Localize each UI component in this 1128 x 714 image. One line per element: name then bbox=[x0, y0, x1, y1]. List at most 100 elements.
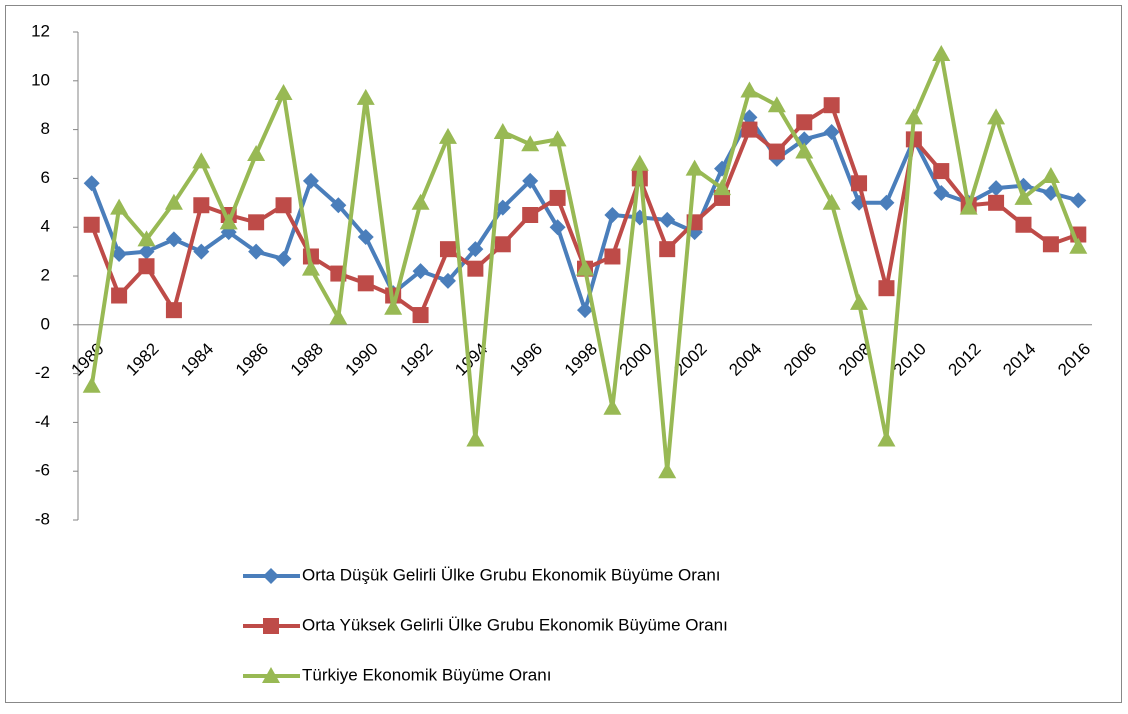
data-point bbox=[1070, 192, 1087, 209]
data-point bbox=[412, 263, 429, 280]
data-point bbox=[1015, 216, 1032, 233]
data-point bbox=[521, 135, 540, 152]
data-point bbox=[933, 163, 950, 180]
data-point bbox=[933, 185, 950, 202]
data-point bbox=[110, 198, 129, 215]
data-point bbox=[137, 230, 156, 247]
data-point bbox=[878, 280, 895, 297]
data-point bbox=[356, 88, 375, 105]
data-point bbox=[604, 248, 621, 265]
data-point bbox=[877, 430, 896, 447]
data-point bbox=[741, 109, 758, 126]
y-tick-label: -6 bbox=[35, 461, 50, 480]
data-point bbox=[823, 124, 840, 141]
data-point bbox=[988, 180, 1005, 197]
data-point bbox=[219, 213, 238, 230]
data-point bbox=[1014, 188, 1033, 205]
data-point bbox=[357, 228, 374, 245]
data-point bbox=[850, 293, 869, 310]
data-point bbox=[439, 241, 456, 258]
data-point bbox=[274, 84, 293, 100]
data-point bbox=[111, 246, 128, 263]
legend-label: Orta Yüksek Gelirli Ülke Grubu Ekonomik … bbox=[302, 615, 728, 634]
data-point bbox=[111, 287, 128, 304]
data-point bbox=[82, 376, 101, 393]
y-tick-label: 10 bbox=[31, 70, 50, 89]
data-point bbox=[412, 307, 429, 324]
data-point bbox=[604, 207, 621, 223]
data-point bbox=[330, 197, 347, 214]
data-point bbox=[548, 130, 567, 147]
legend-marker bbox=[262, 667, 280, 683]
data-point bbox=[411, 193, 430, 210]
data-point bbox=[630, 154, 649, 171]
data-point bbox=[603, 398, 622, 415]
data-point bbox=[932, 44, 951, 61]
data-point bbox=[138, 243, 155, 260]
data-point bbox=[851, 175, 868, 192]
data-point bbox=[384, 298, 403, 315]
data-point bbox=[549, 219, 566, 236]
data-point bbox=[685, 159, 704, 176]
data-point bbox=[248, 214, 265, 231]
data-point bbox=[1069, 237, 1088, 254]
y-tick-label: 6 bbox=[41, 168, 50, 187]
data-point bbox=[165, 302, 182, 319]
data-point bbox=[987, 108, 1006, 125]
legend-marker bbox=[263, 568, 279, 584]
data-point bbox=[767, 96, 786, 113]
data-point bbox=[796, 114, 813, 131]
y-tick-label: -2 bbox=[35, 363, 50, 382]
data-point bbox=[329, 308, 348, 325]
data-point bbox=[878, 194, 895, 211]
data-point bbox=[1041, 166, 1060, 183]
data-point bbox=[522, 172, 539, 189]
data-point bbox=[494, 236, 511, 253]
data-point bbox=[823, 97, 840, 114]
legend-label: Orta Düşük Gelirli Ülke Grubu Ekonomik B… bbox=[302, 565, 721, 584]
legend-label: Türkiye Ekonomik Büyüme Oranı bbox=[302, 665, 551, 684]
data-point bbox=[83, 216, 100, 233]
data-point bbox=[165, 231, 182, 248]
data-point bbox=[193, 197, 210, 214]
data-point bbox=[659, 241, 676, 258]
data-point bbox=[466, 430, 485, 447]
data-point bbox=[988, 194, 1005, 211]
data-point bbox=[713, 179, 732, 196]
data-point bbox=[658, 462, 677, 479]
data-point bbox=[248, 243, 265, 260]
data-point bbox=[247, 145, 266, 161]
data-point bbox=[959, 198, 978, 215]
data-point bbox=[659, 211, 676, 228]
y-tick-label: 0 bbox=[41, 314, 50, 333]
data-point bbox=[741, 121, 758, 138]
data-point bbox=[357, 275, 374, 292]
chart-border bbox=[5, 5, 1122, 703]
data-point bbox=[549, 189, 566, 206]
data-point bbox=[1042, 236, 1059, 253]
data-point bbox=[576, 259, 594, 276]
data-point bbox=[577, 302, 593, 319]
data-point bbox=[302, 172, 319, 189]
data-point bbox=[494, 199, 511, 216]
y-tick-label: -8 bbox=[35, 509, 50, 528]
data-point bbox=[822, 193, 841, 210]
data-point bbox=[795, 142, 814, 159]
data-point bbox=[164, 193, 183, 210]
data-point bbox=[83, 175, 100, 192]
data-point bbox=[740, 81, 759, 98]
data-point bbox=[193, 243, 210, 260]
y-tick-label: 4 bbox=[41, 217, 50, 236]
data-point bbox=[467, 241, 484, 258]
y-tick-label: -4 bbox=[35, 412, 50, 431]
data-point bbox=[493, 123, 512, 140]
data-point bbox=[275, 250, 292, 267]
y-tick-label: 12 bbox=[31, 21, 50, 40]
data-point bbox=[438, 127, 457, 144]
data-point bbox=[138, 258, 155, 275]
data-point bbox=[904, 108, 923, 125]
data-point bbox=[467, 260, 484, 277]
data-point bbox=[275, 197, 292, 214]
data-point bbox=[301, 259, 320, 276]
